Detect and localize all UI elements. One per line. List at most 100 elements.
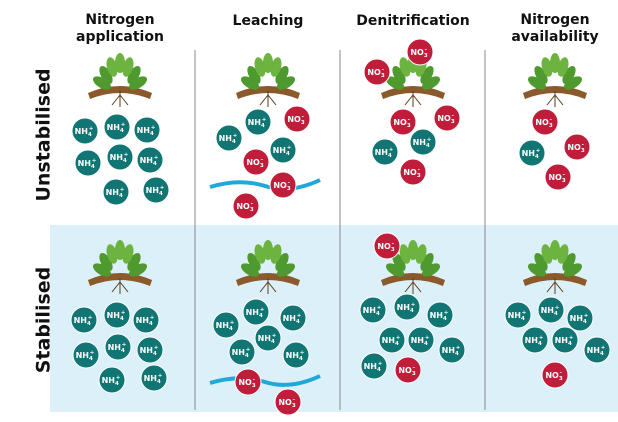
leaf (420, 65, 434, 85)
ion-label: NH4+ (232, 347, 251, 359)
roots (259, 278, 277, 294)
ion-subscript: 4 (271, 339, 275, 345)
ion-circle (244, 108, 272, 136)
ion-label: NH4+ (102, 375, 121, 387)
leaf (534, 65, 548, 85)
leaf (562, 65, 576, 85)
leaf (128, 76, 148, 90)
ion-circle (537, 296, 565, 324)
ion-subscript: 4 (261, 123, 265, 129)
ion-subscript: 4 (120, 316, 124, 322)
ion-label: NH4+ (525, 335, 544, 347)
ammonium-ion: NH4+ (142, 176, 170, 204)
ion-label: NH4+ (411, 335, 430, 347)
ion-symbol: NH (108, 343, 121, 352)
nitrate-ion: NO3- (531, 108, 559, 136)
ion-subscript: 3 (417, 173, 421, 179)
ion-subscript: 4 (87, 321, 91, 327)
leaf (99, 252, 113, 272)
ion-circle (363, 58, 391, 86)
ion-superscript: - (560, 370, 562, 376)
ion-subscript: 3 (581, 148, 585, 154)
ion-subscript: 4 (91, 164, 95, 170)
leaf (263, 53, 273, 73)
ion-circle (378, 326, 406, 354)
ion-label: NH4+ (106, 187, 125, 199)
ion-superscript: - (418, 167, 420, 173)
ion-superscript: + (536, 148, 541, 154)
ion-subscript: 3 (250, 207, 254, 213)
ion-symbol: NH (216, 321, 229, 330)
ion-circle (283, 105, 311, 133)
ion-label: NO3- (393, 117, 411, 129)
ion-superscript: + (233, 133, 238, 139)
roots (111, 278, 129, 294)
ion-subscript: 4 (121, 348, 125, 354)
ion-symbol: NH (76, 351, 89, 360)
leaf (115, 53, 125, 73)
ion-subscript: 4 (424, 341, 428, 347)
roots (546, 91, 564, 107)
ion-circle (541, 361, 569, 389)
ion-circle (409, 128, 437, 156)
ion-symbol: NH (363, 306, 376, 315)
ion-symbol: NO (567, 143, 581, 152)
ion-circle (106, 143, 134, 171)
ion-label: NH4+ (273, 145, 292, 157)
ion-subscript: 4 (455, 351, 459, 357)
ion-symbol: NH (413, 138, 426, 147)
ion-circle (132, 306, 160, 334)
ion-circle (71, 117, 99, 145)
ion-superscript: + (522, 310, 527, 316)
ion-symbol: NH (555, 336, 568, 345)
ion-label: NO3- (367, 67, 385, 79)
ion-subscript: 3 (287, 186, 291, 192)
ion-symbol: NH (144, 374, 157, 383)
roots (259, 91, 277, 107)
ion-symbol: NH (78, 159, 91, 168)
ion-superscript: - (452, 113, 454, 119)
ion-circle (234, 368, 262, 396)
ion-symbol: NH (137, 126, 150, 135)
ion-subscript: 3 (549, 123, 553, 129)
ion-superscript: + (411, 302, 416, 308)
ammonium-ion: NH4+ (551, 326, 579, 354)
ion-circle (531, 108, 559, 136)
roots (546, 278, 564, 294)
ion-circle (215, 124, 243, 152)
nitrate-ion: NO3- (363, 58, 391, 86)
ion-symbol: NH (364, 362, 377, 371)
leaf (247, 252, 261, 272)
nitrate-ion: NO3- (283, 105, 311, 133)
leaf (557, 57, 569, 77)
ion-circle (551, 326, 579, 354)
ion-label: NH4+ (397, 302, 416, 314)
ion-label: NH4+ (136, 315, 155, 327)
ion-superscript: + (297, 313, 302, 319)
ion-circle (406, 38, 434, 66)
ion-subscript: 4 (123, 158, 127, 164)
ion-superscript: + (272, 333, 277, 339)
ion-circle (142, 176, 170, 204)
ion-superscript: + (154, 155, 159, 161)
ion-circle (74, 149, 102, 177)
ion-superscript: + (539, 335, 544, 341)
ion-superscript: + (154, 345, 159, 351)
ion-subscript: 3 (391, 247, 395, 253)
ion-symbol: NO (377, 242, 391, 251)
ion-superscript: + (158, 373, 163, 379)
ion-superscript: - (382, 67, 384, 73)
ion-circle (393, 293, 421, 321)
ammonium-ion: NH4+ (228, 338, 256, 366)
ion-circle (104, 333, 132, 361)
column-header: Leaching (233, 13, 304, 29)
ion-label: NH4+ (140, 155, 159, 167)
leaf (550, 53, 560, 73)
ion-subscript: 4 (89, 356, 93, 362)
ion-superscript: + (444, 310, 449, 316)
ion-circle (504, 301, 532, 329)
ion-circle (98, 366, 126, 394)
ion-circle (102, 178, 130, 206)
ion-superscript: - (582, 142, 584, 148)
ion-superscript: - (302, 114, 304, 120)
